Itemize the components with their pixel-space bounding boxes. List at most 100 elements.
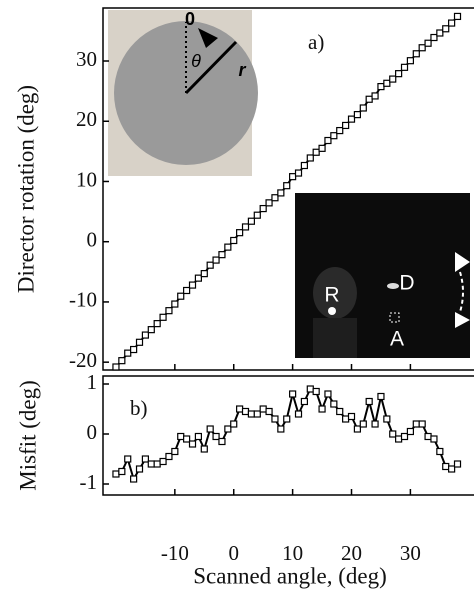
y-tick-label: 30: [76, 47, 97, 71]
data-point: [266, 200, 272, 206]
data-point: [437, 449, 443, 455]
data-point: [272, 416, 278, 422]
data-point: [131, 347, 137, 353]
y-tick-label: -1: [80, 470, 98, 494]
data-point: [160, 459, 166, 465]
y-tick-label: 0: [87, 420, 98, 444]
inset-label: D: [399, 272, 414, 295]
data-point: [325, 138, 331, 144]
inset-label: 0: [185, 9, 195, 29]
data-point: [437, 30, 443, 36]
data-point: [372, 93, 378, 99]
y-axis-label: Misfit (deg): [15, 380, 40, 491]
x-tick-label: 10: [282, 541, 303, 565]
y-tick-label: -10: [69, 288, 97, 312]
panel-label: b): [130, 396, 148, 420]
data-point: [390, 431, 396, 437]
data-point: [343, 416, 349, 422]
data-point: [337, 128, 343, 134]
data-point: [425, 40, 431, 46]
x-tick-label: 30: [400, 541, 421, 565]
data-point: [407, 429, 413, 435]
data-point: [455, 461, 461, 467]
data-point: [343, 122, 349, 128]
data-point: [396, 436, 402, 442]
data-point: [413, 421, 419, 427]
data-point: [184, 436, 190, 442]
y-tick-label: 1: [87, 370, 98, 394]
data-point: [455, 13, 461, 19]
data-point: [307, 386, 313, 392]
data-point: [413, 51, 419, 57]
data-point: [125, 350, 131, 356]
data-point: [254, 411, 260, 417]
y-tick-label: 10: [76, 167, 97, 191]
data-point: [431, 436, 437, 442]
data-point: [301, 399, 307, 405]
data-point: [142, 332, 148, 338]
plot-frame: [103, 376, 474, 495]
data-point: [331, 133, 337, 139]
data-point: [137, 466, 143, 472]
data-point: [225, 426, 231, 432]
data-point: [301, 163, 307, 169]
data-point: [366, 399, 372, 405]
data-point: [219, 439, 225, 445]
data-point: [272, 195, 278, 201]
y-axis-label: Director rotation (deg): [13, 85, 38, 293]
data-point: [160, 314, 166, 320]
data-point: [313, 389, 319, 395]
data-point: [307, 155, 313, 161]
data-point: [407, 58, 413, 64]
data-point: [402, 434, 408, 440]
data-point: [207, 426, 213, 432]
data-point: [402, 64, 408, 70]
data-point: [190, 441, 196, 447]
data-point: [337, 409, 343, 415]
data-point: [201, 446, 207, 452]
data-point: [207, 262, 213, 268]
data-point: [319, 406, 325, 412]
data-point: [113, 364, 119, 370]
data-point: [266, 409, 272, 415]
data-point: [184, 287, 190, 293]
data-point: [248, 218, 254, 224]
data-point: [195, 275, 201, 281]
data-point: [237, 406, 243, 412]
data-point: [137, 339, 143, 345]
figure: -20-100102030Director rotation (deg)a)0θ…: [0, 0, 474, 589]
x-axis-label: Scanned angle, (deg): [193, 563, 387, 588]
x-tick-label: -10: [161, 541, 189, 565]
data-point: [384, 80, 390, 86]
data-point: [237, 230, 243, 236]
data-point: [231, 421, 237, 427]
data-point: [172, 449, 178, 455]
data-point: [248, 411, 254, 417]
data-point: [131, 476, 137, 482]
inset-label: R: [324, 284, 339, 307]
data-point: [148, 461, 154, 467]
data-point: [296, 411, 302, 417]
data-point: [225, 244, 231, 250]
data-point: [195, 434, 201, 440]
data-point: [449, 466, 455, 472]
inset-label: A: [390, 328, 404, 351]
data-point: [190, 282, 196, 288]
data-point: [419, 421, 425, 427]
inset-photo-top: [108, 10, 258, 176]
x-tick-label: 0: [228, 541, 239, 565]
data-point: [284, 183, 290, 189]
panel-label: a): [308, 30, 324, 54]
data-point: [443, 464, 449, 470]
data-point: [290, 391, 296, 397]
data-point: [178, 293, 184, 299]
data-point: [331, 401, 337, 407]
data-point: [284, 416, 290, 422]
inset-label: θ: [191, 51, 201, 71]
data-point: [313, 149, 319, 155]
inset-label: r: [238, 60, 246, 80]
data-point: [390, 76, 396, 82]
data-point: [319, 145, 325, 151]
data-point: [166, 308, 172, 314]
inset-photo-bottom: [295, 193, 470, 358]
